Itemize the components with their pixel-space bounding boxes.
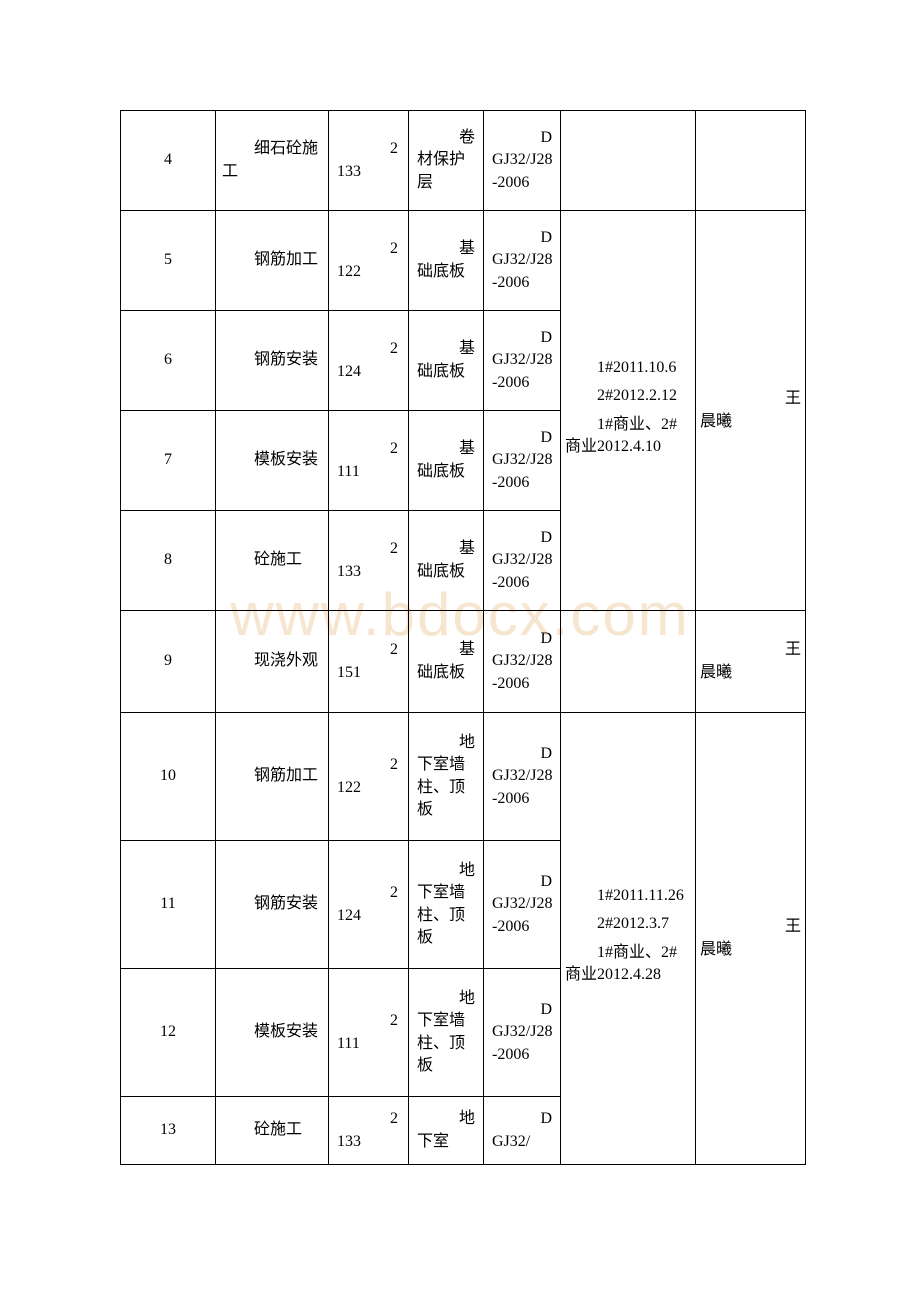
code-cell: 2151 — [329, 611, 409, 713]
part-cell: 基础底板 — [409, 611, 484, 713]
signer-cell-merged: 王 晨曦 — [696, 713, 806, 1165]
code-cell: 2133 — [329, 511, 409, 611]
code-cell: 2122 — [329, 713, 409, 841]
process-cell: 现浇外观 — [216, 611, 329, 713]
data-table: 4 细石砼施工 2133 卷材保护层 DGJ32/J28-2006 5 钢筋加工… — [120, 110, 806, 1165]
part-cell: 基础底板 — [409, 511, 484, 611]
part-cell: 基础底板 — [409, 211, 484, 311]
spec-cell: DGJ32/ — [484, 1097, 561, 1165]
spec-cell: DGJ32/J28-2006 — [484, 841, 561, 969]
spec-cell: DGJ32/J28-2006 — [484, 969, 561, 1097]
process-cell: 砼施工 — [216, 511, 329, 611]
part-cell: 地下室 — [409, 1097, 484, 1165]
part-cell: 基础底板 — [409, 411, 484, 511]
part-cell: 基础底板 — [409, 311, 484, 411]
code-cell: 2111 — [329, 969, 409, 1097]
seq-cell: 9 — [121, 611, 216, 713]
process-cell: 砼施工 — [216, 1097, 329, 1165]
signer-cell-merged: 王 晨曦 — [696, 211, 806, 611]
part-cell: 卷材保护层 — [409, 111, 484, 211]
process-cell: 模板安装 — [216, 969, 329, 1097]
seq-cell: 5 — [121, 211, 216, 311]
process-cell: 钢筋安装 — [216, 841, 329, 969]
code-cell: 2133 — [329, 111, 409, 211]
seq-cell: 7 — [121, 411, 216, 511]
spec-cell: DGJ32/J28-2006 — [484, 211, 561, 311]
spec-cell: DGJ32/J28-2006 — [484, 111, 561, 211]
date-cell — [561, 611, 696, 713]
seq-cell: 10 — [121, 713, 216, 841]
table-row: 4 细石砼施工 2133 卷材保护层 DGJ32/J28-2006 — [121, 111, 806, 211]
process-cell: 钢筋安装 — [216, 311, 329, 411]
spec-cell: DGJ32/J28-2006 — [484, 511, 561, 611]
code-cell: 2124 — [329, 841, 409, 969]
code-cell: 2124 — [329, 311, 409, 411]
part-cell: 地下室墙柱、顶板 — [409, 713, 484, 841]
part-cell: 地下室墙柱、顶板 — [409, 969, 484, 1097]
seq-cell: 4 — [121, 111, 216, 211]
part-cell: 地下室墙柱、顶板 — [409, 841, 484, 969]
process-cell: 细石砼施工 — [216, 111, 329, 211]
spec-cell: DGJ32/J28-2006 — [484, 411, 561, 511]
seq-cell: 13 — [121, 1097, 216, 1165]
seq-cell: 12 — [121, 969, 216, 1097]
date-cell-merged: 1#2011.10.6 2#2012.2.12 1#商业、2#商业2012.4.… — [561, 211, 696, 611]
process-cell: 模板安装 — [216, 411, 329, 511]
seq-cell: 8 — [121, 511, 216, 611]
spec-cell: DGJ32/J28-2006 — [484, 311, 561, 411]
spec-cell: DGJ32/J28-2006 — [484, 713, 561, 841]
date-cell-merged: 1#2011.11.26 2#2012.3.7 1#商业、2#商业2012.4.… — [561, 713, 696, 1165]
signer-cell: 王 晨曦 — [696, 611, 806, 713]
table-row: 10 钢筋加工 2122 地下室墙柱、顶板 DGJ32/J28-2006 1#2… — [121, 713, 806, 841]
code-cell: 2122 — [329, 211, 409, 311]
seq-cell: 6 — [121, 311, 216, 411]
table-container: 4 细石砼施工 2133 卷材保护层 DGJ32/J28-2006 5 钢筋加工… — [120, 110, 805, 1165]
spec-cell: DGJ32/J28-2006 — [484, 611, 561, 713]
signer-cell — [696, 111, 806, 211]
table-row: 9 现浇外观 2151 基础底板 DGJ32/J28-2006 王 晨曦 — [121, 611, 806, 713]
code-cell: 2133 — [329, 1097, 409, 1165]
table-row: 5 钢筋加工 2122 基础底板 DGJ32/J28-2006 1#2011.1… — [121, 211, 806, 311]
seq-cell: 11 — [121, 841, 216, 969]
process-cell: 钢筋加工 — [216, 713, 329, 841]
code-cell: 2111 — [329, 411, 409, 511]
process-cell: 钢筋加工 — [216, 211, 329, 311]
date-cell — [561, 111, 696, 211]
